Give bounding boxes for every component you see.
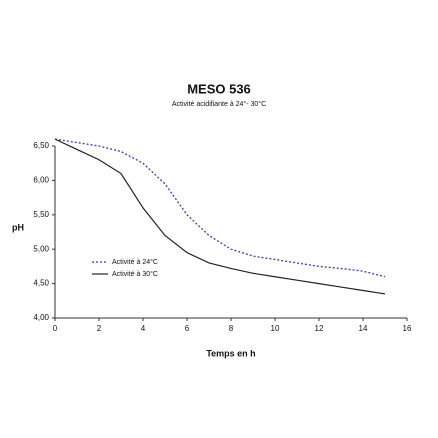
series-line [54, 138, 386, 295]
y-tick-label: 4,50 [33, 279, 49, 288]
chart-subtitle: Activité acidifiante à 24°- 30°C [172, 100, 266, 108]
x-tick-label: 6 [185, 324, 190, 333]
legend-label: Activité à 30°C [112, 270, 158, 278]
x-tick-label: 16 [403, 324, 412, 333]
x-tick-label: 14 [359, 324, 368, 333]
x-tick-label: 2 [97, 324, 102, 333]
y-tick-label: 5,00 [33, 244, 49, 253]
x-axis-label: Temps en h [206, 348, 255, 358]
legend-label: Activité à 24°C [112, 258, 158, 266]
x-tick-label: 12 [315, 324, 324, 333]
y-tick-label: 6,50 [33, 141, 49, 150]
y-tick-label: 6,00 [33, 176, 49, 185]
y-tick-label: 5,50 [33, 210, 49, 219]
chart-title: MESO 536 [187, 81, 251, 96]
x-tick-label: 10 [271, 324, 280, 333]
x-tick-label: 0 [53, 324, 58, 333]
y-axis-label: pH [12, 222, 24, 232]
y-tick-label: 4,00 [33, 313, 49, 322]
x-tick-label: 8 [229, 324, 234, 333]
x-tick-label: 4 [141, 324, 146, 333]
series-line [54, 138, 386, 278]
